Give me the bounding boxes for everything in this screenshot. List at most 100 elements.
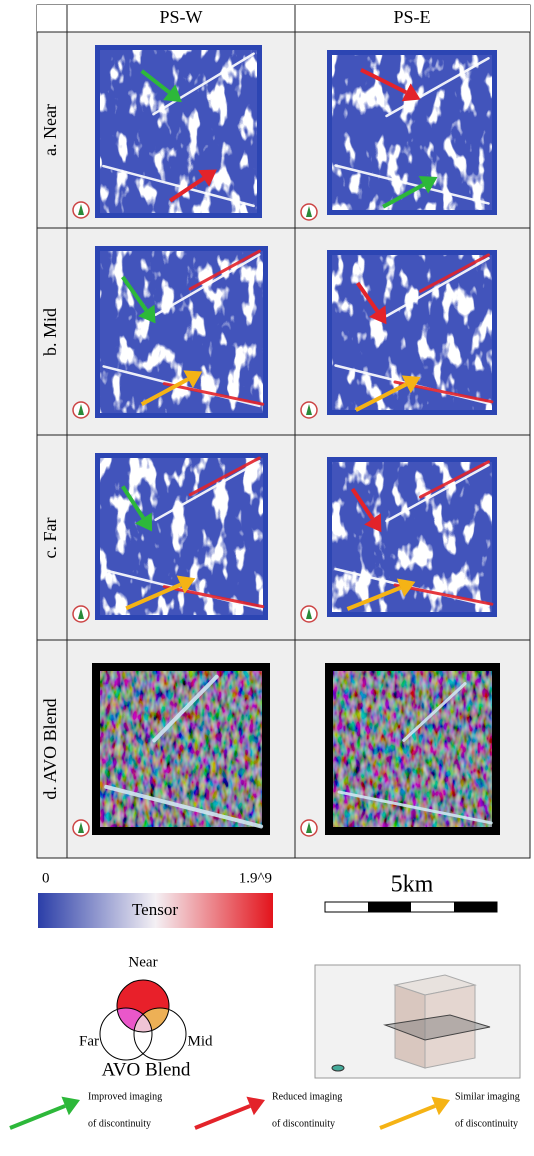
arrow-head (176, 575, 196, 594)
venn-outline (99, 1007, 153, 1061)
arrow-head (198, 169, 217, 187)
venn-diagram: Near Far Mid AVO Blend (79, 954, 213, 1080)
legend-text: of discontinuity (88, 1118, 151, 1129)
fault-streak (188, 456, 261, 497)
compass-needle (306, 608, 312, 619)
venn-label: Mid (187, 1033, 213, 1049)
compass-needle (78, 822, 84, 833)
scale-segment (368, 902, 411, 912)
arrow-head (246, 1096, 265, 1116)
arrow-head (401, 83, 421, 102)
arrow-shaft (121, 275, 148, 312)
compass-needle (78, 404, 84, 415)
arrow-head (369, 305, 387, 325)
fault-streak (162, 382, 265, 406)
fault-streak (188, 249, 261, 291)
venn-label: Far (79, 1033, 99, 1049)
panel-texture (332, 55, 492, 210)
venn-mid (134, 1008, 186, 1060)
arrow-head (138, 304, 156, 324)
arrow-shaft (194, 1104, 251, 1130)
arrow-shaft (379, 1104, 436, 1130)
legend: Improved imaging of discontinuity Reduce… (9, 1091, 520, 1130)
scale-segment (454, 902, 497, 912)
inset-compass (331, 1064, 345, 1072)
arrow-shaft (9, 1104, 66, 1130)
fault-streak (419, 253, 490, 293)
fault-streak (102, 164, 255, 208)
colorbar-max: 1.9^9 (239, 870, 272, 886)
colorbar: 0 1.9^9 Tensor (38, 870, 273, 928)
fault-streak (104, 784, 264, 829)
arrow-shaft (382, 182, 425, 209)
scale-label: 5km (391, 872, 434, 898)
arrow-head (163, 84, 182, 103)
arrow-head (401, 375, 421, 394)
compass-needle (78, 204, 84, 215)
row-label: a. Near (40, 104, 60, 156)
compass-needle (306, 206, 312, 217)
venn-outline (116, 979, 170, 1033)
arrow-head (183, 370, 203, 388)
arrow-head (418, 175, 438, 194)
row-label: b. Mid (40, 308, 60, 356)
column-header: PS-E (393, 7, 430, 27)
arrow-head (396, 578, 416, 598)
legend-text: Similar imaging (455, 1091, 520, 1102)
row-label: c. Far (40, 518, 60, 559)
arrow-head (431, 1096, 450, 1116)
colorbar-gradient (38, 893, 273, 928)
legend-text: of discontinuity (455, 1118, 518, 1129)
panel-texture (333, 671, 492, 827)
arrow-shaft (121, 485, 146, 520)
fault-streak (152, 674, 219, 743)
fault-streak (385, 463, 490, 523)
compass-needle (306, 822, 312, 833)
arrow-head (364, 513, 382, 533)
legend-text: Improved imaging (88, 1091, 162, 1102)
arrow-shaft (354, 382, 408, 412)
arrow-shaft (140, 377, 190, 407)
arrow-shaft (169, 176, 205, 203)
arrow-shaft (355, 281, 379, 313)
panels (72, 45, 500, 837)
legend-text: of discontinuity (272, 1118, 335, 1129)
arrow-shaft (360, 68, 408, 95)
fault-streak (402, 682, 467, 742)
fault-streak (162, 585, 265, 609)
arrow-shaft (125, 582, 182, 611)
colorbar-min: 0 (42, 870, 50, 886)
fault-streak (334, 164, 490, 205)
venn-label: Near (128, 954, 157, 970)
location-inset (314, 964, 521, 1079)
legend-text: Reduced imaging (272, 1091, 342, 1102)
fault-streak (385, 57, 490, 118)
fault-streak (154, 253, 261, 317)
arrow-head (61, 1096, 80, 1116)
arrow-shaft (140, 69, 171, 94)
venn-title: AVO Blend (102, 1059, 191, 1080)
time-slice (383, 1014, 491, 1041)
cube-right (424, 984, 476, 1069)
compass-needle (306, 404, 312, 415)
venn-outline (133, 1007, 187, 1061)
row-label: d. AVO Blend (40, 698, 60, 799)
compass-needle (78, 608, 84, 619)
fault-streak (385, 257, 490, 318)
arrow-head (134, 512, 153, 532)
arrow-shaft (346, 585, 402, 611)
arrow-shaft (350, 487, 375, 521)
column-header: PS-W (159, 7, 202, 27)
panel-texture (100, 50, 257, 213)
header-row (37, 5, 530, 32)
fault-streak (152, 52, 255, 116)
fault-streak (419, 460, 490, 499)
scale-bar: 5km (324, 872, 498, 913)
fault-streak (154, 460, 261, 522)
colorbar-label: Tensor (132, 900, 178, 919)
fault-streak (393, 583, 494, 606)
fault-streak (337, 790, 493, 825)
panel-texture (100, 671, 262, 827)
